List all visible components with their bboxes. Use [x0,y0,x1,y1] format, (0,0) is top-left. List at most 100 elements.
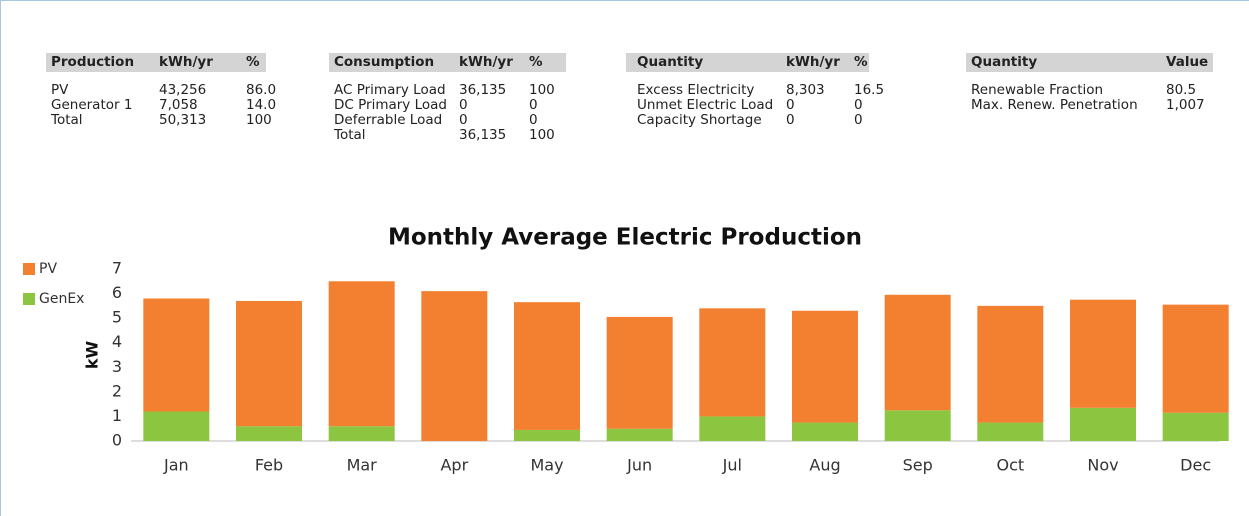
table-cell: DC Primary Load [334,97,447,113]
table-cell: Generator 1 [51,97,133,113]
x-tick-label: Dec [1180,456,1211,475]
bar-segment [236,300,302,427]
table-cell: 100 [246,112,272,128]
table-cell: PV [51,82,69,98]
legend-label: PV [39,261,57,277]
table-cell: 0 [459,97,468,113]
table-cell: Max. Renew. Penetration [971,97,1138,113]
table-cell: 80.5 [1166,82,1197,98]
x-tick-label: Oct [996,456,1024,475]
legend-label: GenEx [39,291,84,307]
table: Consumption kWh/yr% AC Primary Load 36,135 1… [329,53,566,173]
bar-segment [1162,304,1229,413]
x-tick-label: Aug [809,456,840,475]
bar-segment [977,422,1044,441]
bar-segment [606,316,673,429]
table-cell: 0 [529,97,538,113]
y-tick-label: 5 [112,308,122,327]
table: Production kWh/yr% PV 43,256 86.0 Generator 1… [46,53,276,173]
chart-title: Monthly Average Electric Production [388,225,862,251]
table-cell: Unmet Electric Load [637,97,774,113]
table-cell: 0 [854,112,863,128]
y-tick-label: 1 [112,406,122,425]
bar-segment [792,422,858,441]
bar-segment [699,416,766,441]
table-cell: Deferrable Load [334,112,443,128]
bar-segment [884,410,951,441]
column-header: Consumption [334,54,435,70]
x-tick-label: Jul [722,456,742,475]
column-header: kWh/yr [786,54,840,70]
bar-segment [1070,407,1136,441]
column-header: Quantity [637,54,704,70]
table-cell: 0 [786,97,795,113]
table-cell: 43,256 [159,82,207,98]
table-header [966,53,1213,72]
bar-segment [699,308,766,417]
column-header: Quantity [971,54,1038,70]
bar-segment [977,305,1044,423]
y-tick-label: 3 [112,357,122,376]
table-cell: 0 [854,97,863,113]
table-cell: Total [334,127,366,143]
bar-segment [514,429,580,441]
x-tick-label: Feb [255,456,283,475]
column-header: Value [1166,54,1209,70]
y-tick-label: 0 [112,431,122,450]
bar-segment [421,291,488,441]
table-cell: Renewable Fraction [971,82,1104,98]
x-tick-label: Jan [163,456,189,475]
bar-segment [143,411,210,441]
x-tick-label: May [530,456,563,475]
x-tick-label: Mar [347,456,378,475]
table-cell: 0 [459,112,468,128]
bar-segment [606,428,673,441]
table-cell: Excess Electricity [637,82,755,98]
table-cell: 86.0 [246,82,277,98]
y-axis-label: kW [83,341,102,370]
table-cell: 100 [529,127,555,143]
y-tick-label: 7 [112,259,122,278]
bar-segment [143,298,210,412]
table-cell: AC Primary Load [334,82,446,98]
y-tick-label: 2 [112,381,122,400]
bar-segment [236,426,302,441]
legend-swatch [23,263,35,275]
table-cell: 14.0 [246,97,277,113]
table-cell: Capacity Shortage [637,112,762,128]
table-cell: 8,303 [786,82,825,98]
table-header [46,53,266,72]
table-header [329,53,566,72]
bar-segment [514,302,580,430]
table-cell: 1,007 [1166,97,1205,113]
bar-segment [328,426,395,441]
table-cell: 0 [529,112,538,128]
column-header: kWh/yr [459,54,513,70]
x-tick-label: Apr [440,456,468,475]
table-header [626,53,869,72]
column-header: % [529,54,543,70]
bar-segment [1162,412,1229,441]
y-tick-label: 4 [112,332,122,351]
legend-swatch [23,293,35,305]
x-tick-label: Jun [626,456,652,475]
column-header: % [854,54,868,70]
table-cell: 16.5 [854,82,885,98]
bar-segment [884,294,951,411]
table-cell: 7,058 [159,97,198,113]
bar-segment [1070,299,1136,408]
table-cell: 36,135 [459,127,507,143]
table-cell: Total [51,112,83,128]
table-cell: 0 [786,112,795,128]
table-cell: 36,135 [459,82,507,98]
bar-segment [328,281,395,427]
x-tick-label: Sep [903,456,933,475]
column-header: % [246,54,260,70]
table: Quantity kWh/yr% Excess Electricity 8,303 16… [626,53,884,173]
table-cell: 100 [529,82,555,98]
table-cell: 50,313 [159,112,207,128]
column-header: kWh/yr [159,54,213,70]
bar-segment [792,310,858,423]
